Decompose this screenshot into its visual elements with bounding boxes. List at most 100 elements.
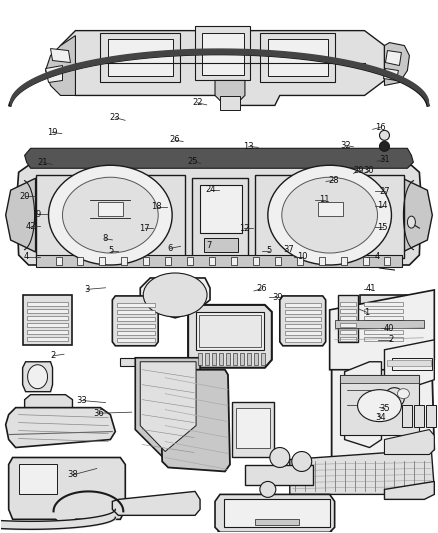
Bar (297, 257, 303, 265)
Bar (117, 331, 155, 335)
Polygon shape (23, 295, 72, 345)
Bar (99, 202, 124, 216)
Bar (199, 315, 261, 347)
Text: 33: 33 (76, 396, 87, 405)
Bar (200, 185, 242, 233)
Polygon shape (25, 394, 72, 417)
Bar (226, 353, 230, 365)
Bar (187, 257, 193, 265)
Text: 21: 21 (37, 158, 47, 167)
Bar (99, 257, 106, 265)
Bar (78, 257, 83, 265)
Bar (196, 312, 264, 350)
Text: 42: 42 (26, 222, 36, 231)
Text: 11: 11 (319, 195, 330, 204)
Polygon shape (330, 290, 434, 370)
Bar (335, 320, 424, 328)
Bar (339, 337, 356, 341)
Text: 41: 41 (366, 284, 376, 293)
Polygon shape (188, 305, 272, 368)
Bar (117, 310, 155, 314)
Text: 18: 18 (151, 203, 162, 212)
Bar (27, 309, 68, 313)
Ellipse shape (385, 387, 404, 408)
Bar (339, 309, 356, 313)
Polygon shape (385, 43, 410, 85)
Text: 10: 10 (297, 253, 307, 261)
Bar (19, 464, 57, 495)
Bar (318, 202, 343, 216)
Polygon shape (403, 178, 432, 252)
Polygon shape (46, 36, 75, 95)
Bar (341, 257, 346, 265)
Bar (27, 302, 68, 306)
Bar (363, 257, 368, 265)
Bar (108, 38, 173, 77)
Bar (254, 353, 258, 365)
Text: 27: 27 (380, 187, 390, 196)
Text: 6: 6 (167, 244, 173, 253)
Polygon shape (9, 457, 125, 524)
Text: 14: 14 (378, 201, 388, 211)
Polygon shape (255, 175, 404, 258)
Polygon shape (385, 481, 434, 499)
Ellipse shape (270, 448, 290, 467)
Bar (204, 238, 238, 252)
Bar (117, 324, 155, 328)
Bar (232, 402, 274, 456)
Bar (392, 358, 432, 370)
Bar (268, 38, 328, 77)
Polygon shape (140, 362, 196, 451)
Text: 40: 40 (384, 324, 395, 333)
Ellipse shape (28, 365, 48, 389)
Bar (233, 353, 237, 365)
Bar (27, 316, 68, 320)
Bar (285, 317, 321, 321)
Bar (285, 331, 321, 335)
Bar (117, 303, 155, 307)
Polygon shape (6, 408, 115, 448)
Text: 22: 22 (192, 98, 202, 107)
Ellipse shape (407, 216, 415, 228)
Text: 24: 24 (205, 185, 215, 195)
Bar (285, 303, 321, 307)
Text: 4: 4 (23, 253, 28, 261)
Polygon shape (385, 430, 434, 455)
Bar (143, 257, 149, 265)
Polygon shape (360, 295, 407, 345)
Text: 4: 4 (375, 253, 380, 261)
Text: 7: 7 (206, 241, 211, 250)
Bar (224, 499, 330, 527)
Bar (426, 405, 436, 426)
Polygon shape (50, 49, 71, 62)
Polygon shape (46, 66, 63, 83)
Bar (364, 316, 403, 320)
Bar (219, 353, 223, 365)
Polygon shape (215, 495, 335, 532)
Bar (364, 302, 403, 306)
Polygon shape (385, 340, 434, 392)
Ellipse shape (397, 389, 410, 399)
Polygon shape (17, 165, 421, 265)
Text: 1: 1 (364, 308, 369, 317)
Bar (260, 33, 335, 83)
Bar (285, 324, 321, 328)
Bar (121, 257, 127, 265)
Bar (202, 33, 244, 75)
Polygon shape (6, 178, 35, 252)
Bar (231, 257, 237, 265)
Bar (339, 330, 356, 334)
Ellipse shape (143, 273, 207, 317)
Polygon shape (60, 30, 385, 106)
Bar (339, 375, 419, 434)
Ellipse shape (63, 177, 158, 253)
Bar (339, 323, 356, 327)
Ellipse shape (379, 141, 389, 151)
Text: 34: 34 (375, 413, 386, 422)
Ellipse shape (357, 390, 401, 422)
Bar (261, 353, 265, 365)
Text: 12: 12 (239, 224, 249, 233)
Bar (56, 257, 61, 265)
Polygon shape (218, 510, 332, 532)
Bar (212, 353, 216, 365)
